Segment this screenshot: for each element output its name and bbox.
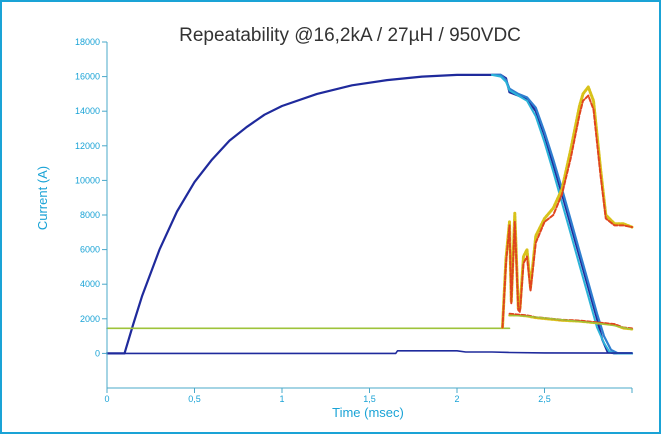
y-tick-label: 8000 bbox=[80, 210, 100, 220]
x-axis-label: Time (msec) bbox=[332, 405, 404, 420]
y-tick-label: 4000 bbox=[80, 279, 100, 289]
y-axis-label: Current (A) bbox=[35, 166, 50, 230]
x-tick-label: 2 bbox=[454, 394, 459, 404]
x-tick-label: 0 bbox=[104, 394, 109, 404]
series-line-voltage_green-9 bbox=[508, 314, 633, 330]
series-line-current_main-3 bbox=[106, 349, 633, 355]
x-tick-label: 2,5 bbox=[538, 394, 551, 404]
y-tick-label: 14000 bbox=[75, 106, 100, 116]
y-tick-label: 0 bbox=[95, 348, 100, 358]
x-tick-label: 1 bbox=[279, 394, 284, 404]
y-tick-label: 6000 bbox=[80, 245, 100, 255]
y-tick-label: 16000 bbox=[75, 72, 100, 82]
plot-area bbox=[105, 73, 634, 355]
y-tick-label: 10000 bbox=[75, 175, 100, 185]
x-tick-label: 1,5 bbox=[363, 394, 376, 404]
y-tick-label: 12000 bbox=[75, 141, 100, 151]
y-tick-label: 18000 bbox=[75, 37, 100, 47]
series-line-current_cyan-2 bbox=[491, 73, 633, 355]
series-line-arc_red-6 bbox=[501, 94, 633, 329]
axes: 0 2000 4000 6000 8000 10000 12000 14000 16000 180… bbox=[75, 37, 633, 404]
chart-title: Repeatability @16,2kA / 27µH / 950VDC bbox=[179, 25, 521, 46]
series-line-current_main-0 bbox=[105, 73, 634, 355]
x-tick-label: 0,5 bbox=[188, 394, 201, 404]
y-tick-label: 2000 bbox=[80, 314, 100, 324]
